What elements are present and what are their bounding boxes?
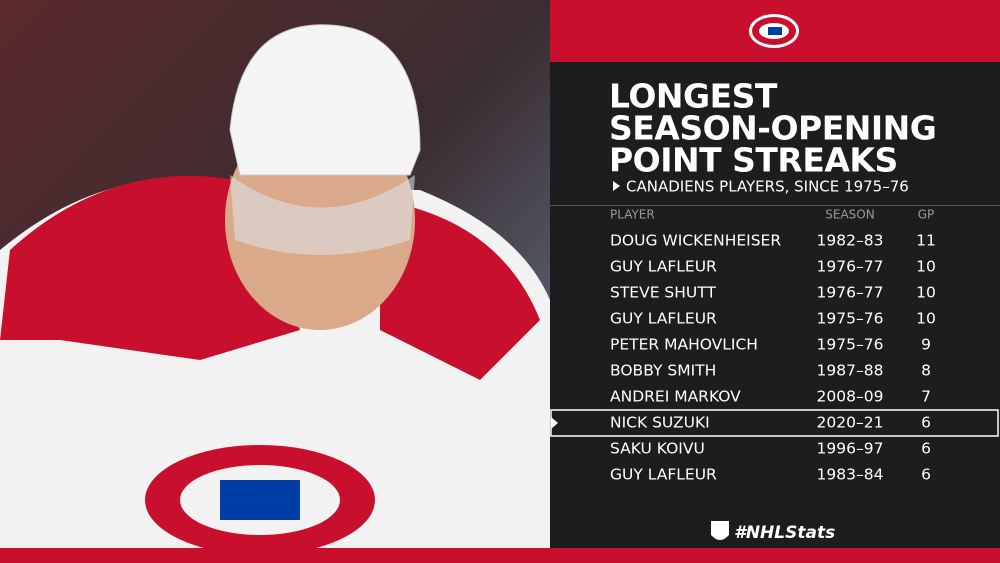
column-header: SEASON: [825, 208, 874, 222]
table-cell: DOUG WICKENHEISER: [610, 232, 781, 250]
title-line: LONGEST: [609, 77, 778, 116]
table-cell: STEVE SHUTT: [610, 284, 716, 302]
column-header: PLAYER: [610, 208, 655, 222]
table-cell: PETER MAHOVLICH: [610, 336, 758, 354]
title-line: POINT STREAKS: [609, 141, 898, 180]
column-header: GP: [918, 208, 935, 222]
team-logo: [749, 14, 799, 48]
table-cell: 8: [921, 362, 931, 380]
table-cell: 1976–77: [817, 258, 884, 276]
bottom-band: [0, 548, 1000, 563]
table-cell: 1987–88: [817, 362, 884, 380]
subtitle: CANADIENS PLAYERS, SINCE 1975–76: [626, 178, 909, 196]
table-cell: 7: [921, 388, 931, 406]
title-line: SEASON-OPENING: [609, 109, 936, 148]
table-cell: 1975–76: [817, 336, 884, 354]
table-cell: 2008–09: [817, 388, 884, 406]
table-cell: NICK SUZUKI: [610, 414, 710, 432]
panel: [550, 0, 1000, 563]
nhl-logo: [711, 521, 729, 540]
subtitle-arrow: [613, 181, 620, 191]
table-cell: 6: [921, 414, 931, 432]
table-cell: 6: [921, 466, 931, 484]
table-cell: 11: [916, 232, 936, 250]
player-photo: [0, 0, 550, 563]
divider: [550, 205, 1000, 206]
table-cell: 6: [921, 440, 931, 458]
table-cell: 9: [921, 336, 931, 354]
table-cell: 1975–76: [817, 310, 884, 328]
table-cell: BOBBY SMITH: [610, 362, 716, 380]
highlight-arrow: [551, 417, 558, 429]
table-cell: ANDREI MARKOV: [610, 388, 741, 406]
table-cell: 1976–77: [817, 284, 884, 302]
table-cell: GUY LAFLEUR: [610, 466, 717, 484]
table-cell: 10: [916, 310, 936, 328]
table-cell: SAKU KOIVU: [610, 440, 705, 458]
hashtag: #NHLStats: [734, 523, 835, 543]
table-cell: GUY LAFLEUR: [610, 258, 717, 276]
table-cell: 2020–21: [817, 414, 884, 432]
table-cell: 10: [916, 258, 936, 276]
table-cell: 1983–84: [817, 466, 884, 484]
table-cell: 1982–83: [817, 232, 884, 250]
table-cell: 1996–97: [817, 440, 884, 458]
table-cell: GUY LAFLEUR: [610, 310, 717, 328]
table-cell: 10: [916, 284, 936, 302]
